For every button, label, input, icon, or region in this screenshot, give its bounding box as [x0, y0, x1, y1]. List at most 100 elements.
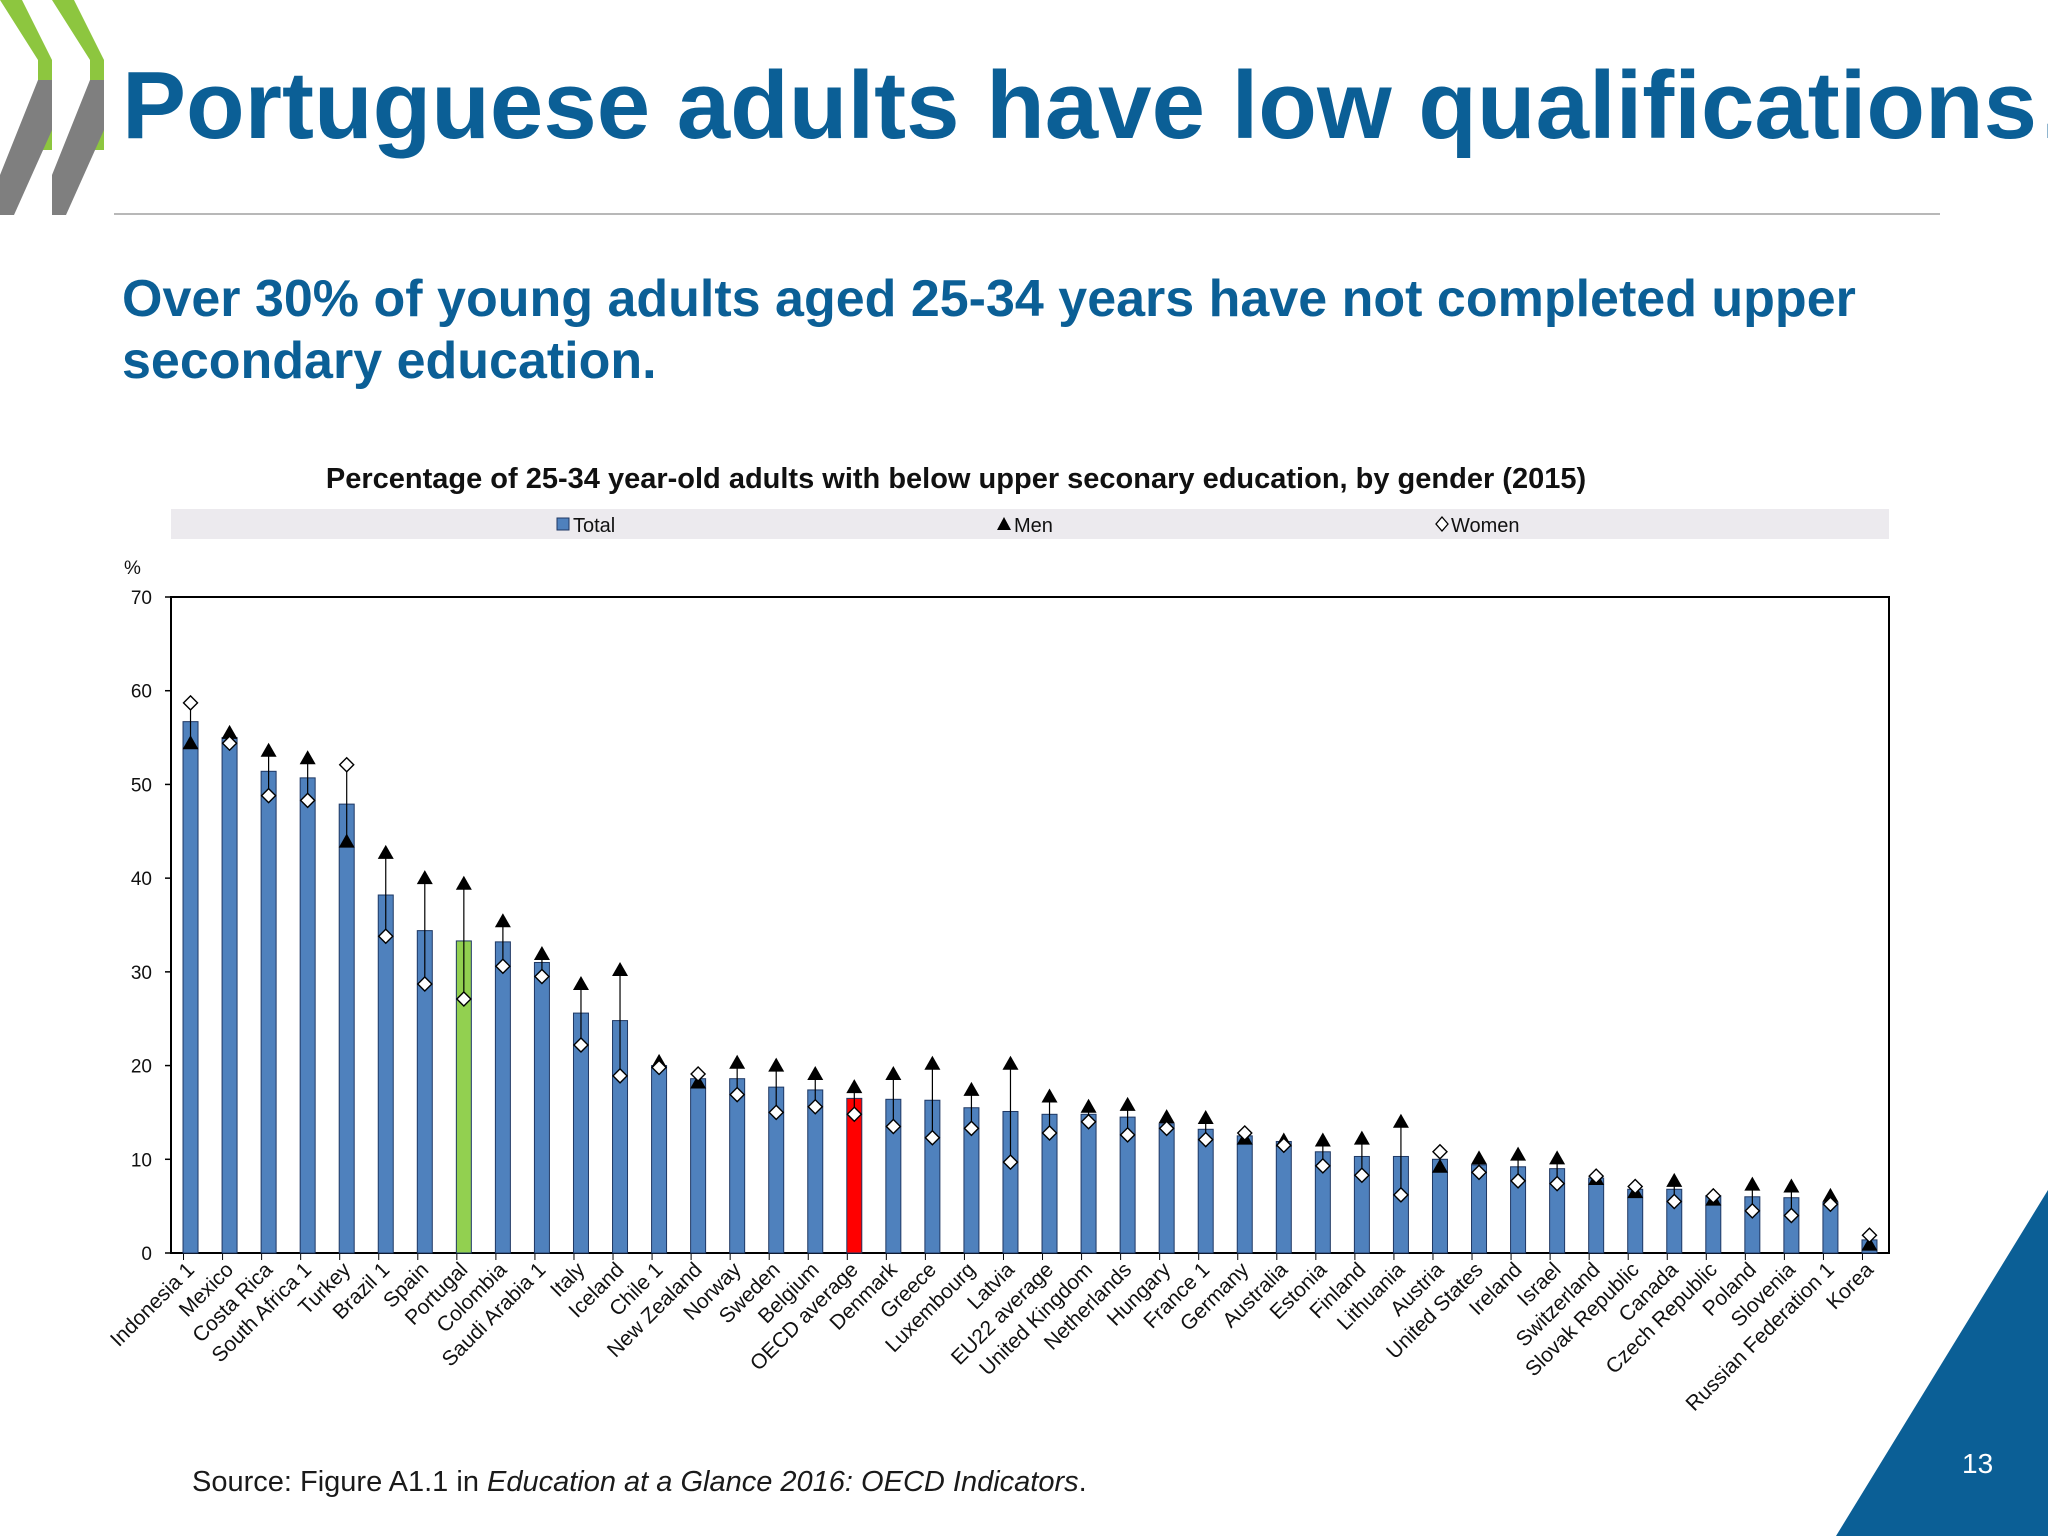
marker-men [1197, 1110, 1214, 1125]
marker-men [1002, 1055, 1019, 1070]
chart-title: Percentage of 25-34 year-old adults with… [326, 463, 1586, 495]
marker-men [885, 1066, 902, 1081]
marker-men [1822, 1187, 1839, 1202]
marker-men [1471, 1150, 1488, 1165]
marker-men [612, 961, 629, 976]
marker-men [1861, 1236, 1878, 1251]
marker-women [1314, 1157, 1331, 1174]
marker-women [1353, 1167, 1370, 1184]
marker-men [1314, 1132, 1331, 1147]
marker-men [1392, 1113, 1409, 1128]
marker-women [768, 1104, 785, 1121]
marker-women [1392, 1186, 1409, 1203]
marker-men [729, 1054, 746, 1069]
source-suffix: . [1078, 1466, 1087, 1498]
marker-men [768, 1057, 785, 1072]
marker-men [416, 870, 433, 885]
marker-women [221, 735, 238, 752]
logo-chevron-gray-2 [52, 80, 104, 215]
plot-frame [170, 596, 1890, 1254]
marker-men [182, 735, 199, 750]
marker-women [1783, 1207, 1800, 1224]
marker-women [963, 1120, 980, 1137]
marker-men [1080, 1098, 1097, 1113]
legend-box [171, 509, 1889, 539]
marker-women [1236, 1125, 1253, 1142]
page-number: 13 [1962, 1448, 1994, 1479]
marker-women [1549, 1175, 1566, 1192]
marker-men [494, 913, 511, 928]
y-tick-label: 70 [131, 588, 152, 609]
marker-women [846, 1106, 863, 1123]
marker-women [533, 968, 550, 985]
marker-women [572, 1036, 589, 1053]
marker-women [1158, 1120, 1175, 1137]
marker-women [1744, 1202, 1761, 1219]
y-tick-label: 20 [131, 1057, 152, 1078]
marker-women [1822, 1196, 1839, 1213]
marker-men [1666, 1172, 1683, 1187]
marker-men [846, 1079, 863, 1094]
logo-chevron-gray [0, 80, 52, 215]
marker-men [455, 875, 472, 890]
y-tick-label: 0 [141, 1244, 152, 1265]
y-tick-label: 30 [131, 963, 152, 984]
marker-women [1588, 1168, 1605, 1185]
marker-women [182, 694, 199, 711]
marker-men [221, 724, 238, 739]
marker-men [572, 976, 589, 991]
marker-women [1197, 1131, 1214, 1148]
marker-men [1041, 1088, 1058, 1103]
marker-women [1627, 1178, 1644, 1195]
marker-women [1041, 1125, 1058, 1142]
marker-women [651, 1059, 668, 1076]
title-divider [114, 213, 1940, 215]
marker-women [612, 1067, 629, 1084]
source-prefix: Source: Figure A1.1 in [192, 1466, 487, 1498]
legend-women-label: Women [1451, 515, 1520, 537]
y-axis-unit: % [124, 558, 141, 579]
source-note: Source: Figure A1.1 in Education at a Gl… [192, 1466, 1087, 1499]
marker-women [885, 1118, 902, 1135]
source-title: Education at a Glance 2016: OECD Indicat… [487, 1466, 1079, 1498]
marker-women [338, 756, 355, 773]
y-tick-label: 60 [131, 682, 152, 703]
y-tick-label: 50 [131, 775, 152, 796]
marker-women [1119, 1126, 1136, 1143]
marker-women [1080, 1113, 1097, 1130]
marker-men [377, 844, 394, 859]
oecd-logo [0, 0, 104, 215]
marker-men [1431, 1158, 1448, 1173]
marker-women [690, 1066, 707, 1082]
y-tick-label: 10 [131, 1150, 152, 1171]
marker-women [377, 928, 394, 945]
legend-men-marker [997, 517, 1011, 530]
marker-men [338, 833, 355, 848]
marker-men [1119, 1096, 1136, 1111]
marker-women [1002, 1154, 1019, 1171]
marker-women [1471, 1164, 1488, 1181]
marker-women [807, 1098, 824, 1115]
marker-women [1705, 1187, 1722, 1204]
marker-women [1666, 1193, 1683, 1210]
marker-women [416, 976, 433, 993]
marker-women [260, 787, 277, 804]
slide-title: Portuguese adults have low qualification… [122, 52, 2048, 159]
marker-men [807, 1066, 824, 1081]
marker-men [924, 1055, 941, 1070]
marker-men [1783, 1178, 1800, 1193]
marker-women [1275, 1137, 1292, 1154]
marker-women [924, 1129, 941, 1146]
marker-men [1510, 1146, 1527, 1161]
legend-men-label: Men [1014, 515, 1053, 537]
marker-women [299, 792, 316, 809]
slide-subtitle: Over 30% of young adults aged 25-34 year… [122, 270, 1856, 390]
marker-men [1744, 1176, 1761, 1191]
marker-men [533, 946, 550, 961]
marker-women [455, 991, 472, 1008]
marker-women [494, 958, 511, 975]
y-tick-label: 40 [131, 869, 152, 890]
marker-men [1549, 1150, 1566, 1165]
